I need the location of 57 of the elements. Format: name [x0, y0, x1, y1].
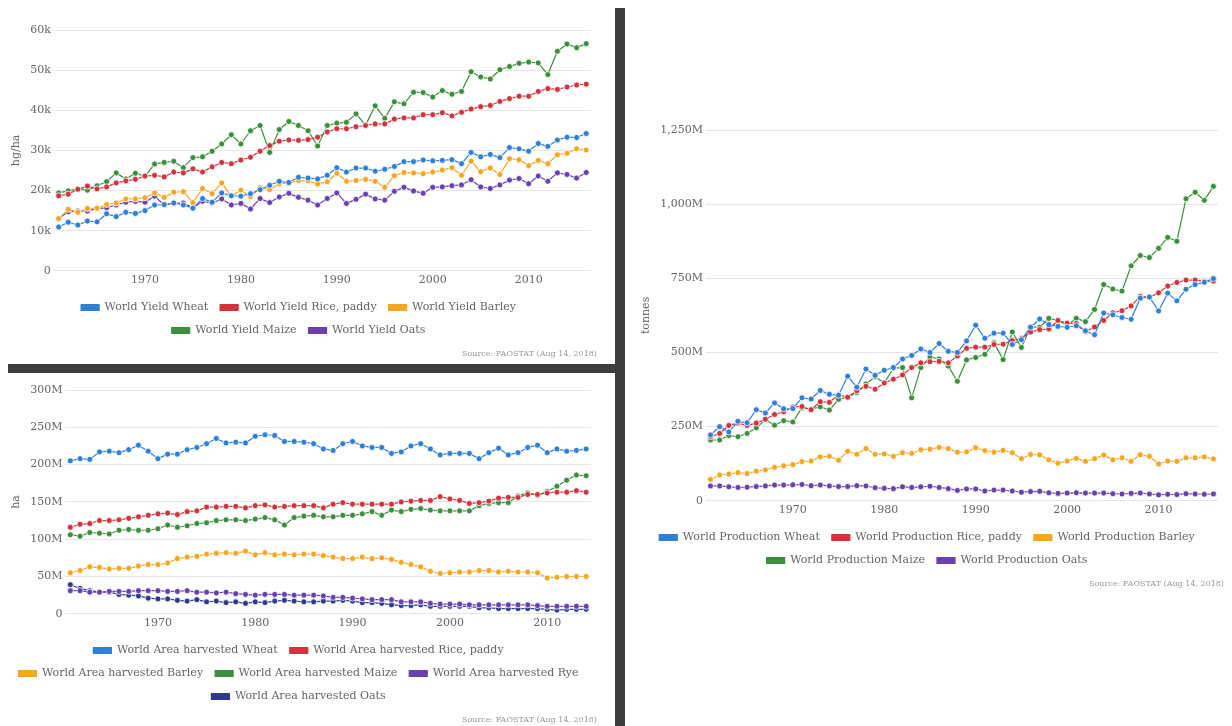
y-tick-label: 500M	[670, 345, 703, 359]
x-tick-label: 2000	[418, 273, 447, 287]
y-tick-label: 0	[695, 493, 703, 507]
source-note: Source: FAOSTAT (Aug 14, 2018)	[1089, 579, 1224, 589]
x-tick-label: 2000	[435, 616, 464, 630]
y-tick-label: 50k	[30, 62, 52, 76]
legend-label: World Area harvested Barley	[41, 666, 204, 680]
source-note: Source: FAOSTAT (Aug 14, 2018)	[462, 349, 597, 359]
y-tick-label: 150M	[30, 494, 63, 508]
y-tick-label: 1,250M	[660, 122, 703, 136]
y-tick-label: 100M	[30, 532, 63, 546]
y-tick-label: 10k	[30, 223, 52, 237]
y-axis-title: ha	[9, 494, 23, 509]
legend-label: World Yield Wheat	[104, 300, 209, 314]
x-tick-label: 1990	[322, 273, 351, 287]
y-tick-label: 750M	[670, 271, 703, 285]
x-tick-label: 2010	[1144, 503, 1173, 517]
y-tick-label: 1,000M	[660, 197, 703, 211]
y-tick-label: 250M	[670, 419, 703, 433]
x-tick-label: 1980	[241, 616, 270, 630]
legend-label: World Area harvested Oats	[234, 689, 386, 703]
legend-label: World Area harvested Rye	[432, 666, 579, 680]
legend-label: World Area harvested Wheat	[116, 643, 279, 657]
y-tick-label: 20k	[30, 183, 52, 197]
legend-label: World Yield Oats	[332, 323, 426, 337]
y-axis-title: hg/ha	[9, 134, 23, 167]
x-tick-label: 1990	[961, 503, 990, 517]
y-axis-title: tonnes	[639, 296, 653, 335]
x-tick-label: 1980	[226, 273, 255, 287]
legend-label: World Yield Barley	[412, 300, 517, 314]
legend-label: World Production Oats	[960, 553, 1088, 567]
x-tick-label: 1970	[778, 503, 807, 517]
x-tick-label: 2000	[1053, 503, 1082, 517]
y-tick-label: 200M	[30, 457, 63, 471]
y-tick-label: 0	[55, 606, 63, 620]
legend-label: World Yield Maize	[195, 323, 297, 337]
legend-label: World Area harvested Maize	[238, 666, 398, 680]
x-tick-label: 1970	[130, 273, 159, 287]
y-tick-label: 30k	[30, 143, 52, 157]
legend-label: World Area harvested Rice, paddy	[313, 643, 505, 657]
x-tick-label: 1980	[870, 503, 899, 517]
x-tick-label: 1990	[338, 616, 367, 630]
y-tick-label: 60k	[30, 22, 52, 36]
legend-label: World Production Rice, paddy	[855, 530, 1023, 544]
x-tick-label: 2010	[533, 616, 562, 630]
legend-label: World Production Maize	[790, 553, 926, 567]
y-tick-label: 300M	[30, 382, 63, 396]
legend-label: World Yield Rice, paddy	[243, 300, 378, 314]
source-note: Source: FAOSTAT (Aug 14, 2018)	[462, 715, 597, 725]
x-tick-label: 1970	[143, 616, 172, 630]
y-tick-label: 0	[43, 263, 51, 277]
y-tick-label: 250M	[30, 420, 63, 434]
legend-label: World Production Wheat	[682, 530, 821, 544]
x-tick-label: 2010	[514, 273, 543, 287]
legend-label: World Production Barley	[1057, 530, 1196, 544]
y-tick-label: 40k	[30, 103, 52, 117]
y-tick-label: 50M	[37, 569, 63, 583]
